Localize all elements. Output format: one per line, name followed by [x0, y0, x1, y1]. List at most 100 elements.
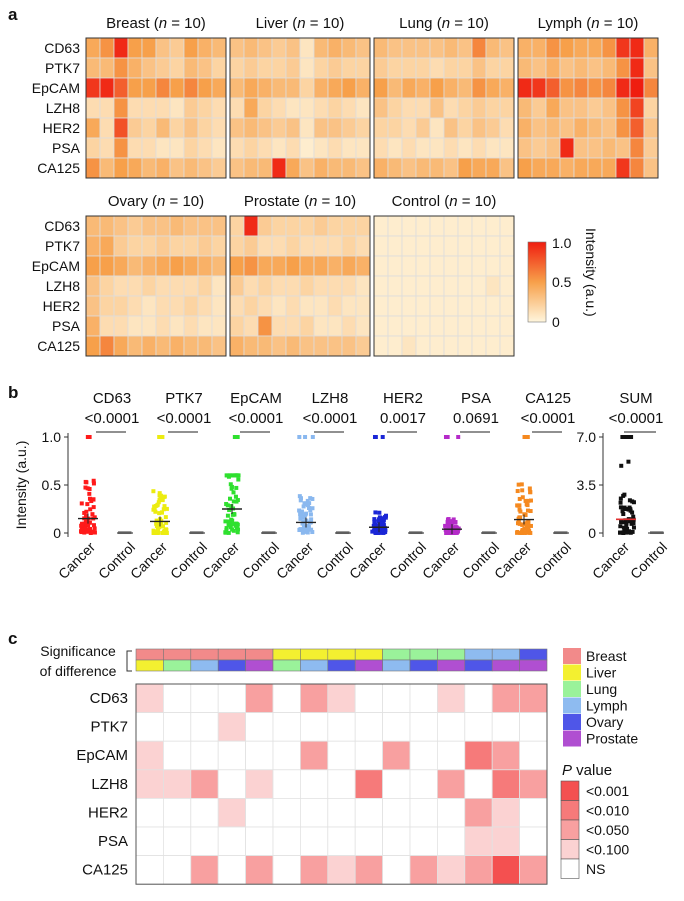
heat-cell [211, 235, 227, 257]
cancer-point [162, 504, 167, 509]
title-text: = 10) [458, 193, 497, 210]
x-label-cancer: Cancer [55, 539, 98, 582]
heat-cell [531, 157, 547, 179]
heat-cell [471, 335, 487, 357]
panel-label-c: c [8, 629, 17, 648]
heat-cell [601, 37, 617, 59]
heat-cell [387, 37, 403, 59]
heat-cell [183, 117, 199, 139]
cancer-point [87, 486, 92, 491]
cancer-point [233, 473, 238, 478]
heat-cell [197, 57, 213, 79]
pvalue-cell [436, 769, 466, 799]
pvalue-cell [491, 855, 521, 885]
heat-cell [457, 335, 473, 357]
heat-cell [169, 137, 185, 159]
heat-cell [573, 97, 589, 119]
heat-cell [271, 215, 287, 237]
pvalue-cell [162, 740, 192, 771]
heat-cell [457, 295, 473, 317]
heat-cell [211, 137, 227, 159]
heat-cell [313, 235, 329, 257]
heatmap-prostate: Prostate (n = 10) [229, 193, 371, 357]
heat-cell [85, 275, 101, 297]
heat-cell [373, 77, 389, 99]
heat-cell [299, 295, 315, 317]
heat-cell [197, 37, 213, 59]
heat-cell [85, 117, 101, 139]
row-label: LZH8 [46, 278, 80, 294]
heat-cell [485, 57, 501, 79]
cancer-point [305, 526, 310, 531]
pair-bottom [217, 659, 246, 672]
cancer-point [620, 509, 625, 514]
pvalue-cell [354, 712, 384, 742]
legend-label: Lymph [586, 698, 628, 714]
row-label: CA125 [82, 862, 128, 879]
row-label: EpCAM [76, 747, 128, 764]
heat-cell [415, 117, 431, 139]
heat-cell [355, 295, 371, 317]
title-text: = 10) [600, 15, 639, 32]
cancer-point [80, 521, 85, 526]
heat-cell [127, 97, 143, 119]
pvalue-cell [217, 826, 246, 857]
pvalue-cell [464, 798, 493, 828]
row-label: CA125 [37, 338, 80, 354]
cancer-point [618, 505, 623, 510]
heat-cell [229, 215, 245, 237]
heat-cell [127, 295, 143, 317]
cancer-point [164, 527, 169, 532]
heat-cell [257, 57, 273, 79]
cancer-point [378, 516, 383, 521]
heat-cell [485, 235, 501, 257]
heat-cell [457, 315, 473, 337]
heat-cell [443, 137, 459, 159]
cancer-point [300, 530, 305, 535]
heat-cell [85, 137, 101, 159]
heat-cell [443, 215, 459, 237]
heat-cell [229, 97, 245, 119]
cancer-point [161, 495, 166, 500]
heat-cell [415, 255, 431, 277]
pvalue-cell [519, 826, 548, 857]
pvalue-cell [245, 769, 274, 799]
cancer-point [516, 518, 521, 523]
heat-cell [299, 215, 315, 237]
heat-cell [285, 255, 301, 277]
heat-cell [271, 255, 287, 277]
pair-bottom [354, 659, 383, 672]
heat-cell [155, 57, 171, 79]
heat-cell [517, 137, 533, 159]
heat-cell [243, 97, 259, 119]
pvalue-cell [162, 769, 192, 799]
cancer-point [627, 505, 632, 510]
cancer-point [157, 493, 162, 498]
legend-swatch-breast [563, 648, 581, 664]
heat-cell [285, 37, 301, 59]
heat-cell [629, 97, 645, 119]
heat-cell [197, 97, 213, 119]
cancer-point [234, 485, 239, 490]
p-value: <0.0001 [157, 410, 212, 427]
heat-cell [229, 295, 245, 317]
heat-cell [271, 137, 287, 159]
cancer-point [235, 530, 240, 535]
cancer-point [92, 515, 97, 520]
heat-cell [285, 117, 301, 139]
y-tick-label: 7.0 [577, 429, 597, 445]
heat-cell [183, 255, 199, 277]
heat-cell [443, 335, 459, 357]
cancer-point [383, 530, 388, 535]
heat-cell [373, 315, 389, 337]
pvalue-cell [464, 769, 493, 799]
heat-cell [183, 295, 199, 317]
heat-cell [211, 255, 227, 277]
heat-cell [531, 97, 547, 119]
pvalue-cell [354, 740, 384, 771]
heat-cell [285, 275, 301, 297]
heat-cell [99, 157, 115, 179]
pvalue-cell [327, 740, 356, 771]
pvalue-cell [382, 712, 411, 742]
heat-cell [401, 77, 417, 99]
